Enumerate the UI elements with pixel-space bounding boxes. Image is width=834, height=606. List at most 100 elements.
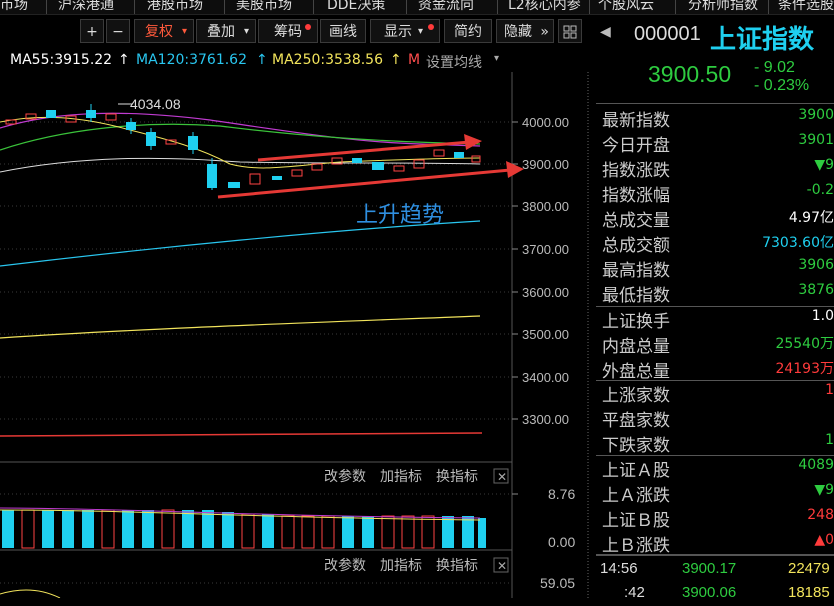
stat-value: ▲0 xyxy=(814,532,834,548)
notification-dot-icon xyxy=(428,24,434,30)
stock-name: 上证指数 xyxy=(710,25,815,55)
stat-row: 今日开盘 3901 xyxy=(602,131,834,156)
menu-item-market[interactable]: 市场 xyxy=(0,0,28,13)
stat-value: 1 xyxy=(825,432,834,448)
stat-value: 24193万 xyxy=(775,361,834,377)
menu-item-capital-flow[interactable]: 资金流向 xyxy=(418,0,474,13)
menu-separator xyxy=(46,0,47,14)
panel-collapse-icon[interactable]: ◀ xyxy=(600,24,611,40)
sub1-close-button[interactable] xyxy=(493,468,509,484)
stat-label: 上涨家数 xyxy=(602,386,670,406)
high-annotation-label: 4034.08 xyxy=(130,96,181,112)
price-change: - 9.02 xyxy=(754,59,795,76)
sub2-jiazhibiao-button[interactable]: 加指标 xyxy=(380,558,422,574)
grid-icon xyxy=(563,25,577,39)
chouma-button[interactable]: 筹码 xyxy=(258,19,318,43)
notification-dot-icon xyxy=(305,24,311,30)
diejia-label: 叠加 xyxy=(207,24,235,40)
price-ticks xyxy=(512,121,518,420)
stat-row: 最新指数 3900 xyxy=(602,106,834,131)
sub1-huanzhibiao-button[interactable]: 换指标 xyxy=(436,468,478,485)
menu-separator xyxy=(675,0,676,14)
stat-label: 指数涨跌 xyxy=(602,161,670,181)
sub2-gaicanshu-button[interactable]: 改参数 xyxy=(324,557,366,574)
divider xyxy=(596,455,834,456)
price-grid xyxy=(0,121,512,420)
diejia-button[interactable]: 叠加 ▾ xyxy=(196,19,256,43)
stat-row: 最低指数 3876 xyxy=(602,281,834,306)
menu-separator xyxy=(224,0,225,14)
stat-row: 上证换手 1.0 xyxy=(602,307,834,332)
sub1-gaicanshu-button[interactable]: 改参数 xyxy=(324,468,366,485)
stat-label: 上证换手 xyxy=(602,312,670,332)
stat-value: 3906 xyxy=(798,257,834,273)
stat-row: 内盘总量 25540万 xyxy=(602,332,834,357)
menu-item-hk-market[interactable]: 港股市场 xyxy=(147,0,203,13)
stat-value: 1 xyxy=(825,382,834,398)
stat-label: 指数涨幅 xyxy=(602,186,670,206)
menu-item-us-market[interactable]: 美股市场 xyxy=(236,0,292,13)
ma-m-label: M xyxy=(408,52,421,68)
menu-separator xyxy=(134,0,135,14)
zoom-in-button[interactable]: + xyxy=(80,19,104,43)
ma250-arrow-icon: ↑ xyxy=(390,52,402,68)
stat-row: 最高指数 3906 xyxy=(602,256,834,281)
menu-item-l2[interactable]: L2核心内参 xyxy=(508,0,581,13)
menu-item-stock-news[interactable]: 个股风云 xyxy=(598,0,654,13)
stat-row: 指数涨幅 -0.2 xyxy=(602,181,834,206)
stat-label: 总成交额 xyxy=(602,236,670,256)
price-label-3700: 3700.00 xyxy=(522,242,569,257)
menu-item-hk-connect[interactable]: 沪深港通 xyxy=(58,0,114,13)
close-icon: ✕ xyxy=(497,470,507,484)
arrowhead-icon xyxy=(506,161,524,178)
volume-ma2-line xyxy=(0,509,481,521)
stat-label: 最高指数 xyxy=(602,261,670,281)
stat-label: 外盘总量 xyxy=(602,362,670,382)
price-label-3600: 3600.00 xyxy=(522,285,569,300)
sub2-huanzhibiao-button[interactable]: 换指标 xyxy=(436,557,478,574)
huaxian-button[interactable]: 画线 xyxy=(320,19,366,43)
stock-code: 000001 xyxy=(634,23,701,45)
menu-item-analyst-index[interactable]: 分析师指数 xyxy=(688,0,758,13)
trend-arrow-lower xyxy=(217,168,511,199)
stat-row: 平盘家数 xyxy=(602,406,834,431)
menu-item-dde[interactable]: DDE决策 xyxy=(327,0,386,13)
stat-label: 上证Ａ股 xyxy=(602,461,670,481)
volume-ma-line xyxy=(0,507,481,519)
stat-value: -0.2 xyxy=(806,182,834,198)
stat-label: 最低指数 xyxy=(602,286,670,306)
jianyue-button[interactable]: 简约 xyxy=(444,19,492,43)
ma-settings-button[interactable]: 设置均线 xyxy=(426,55,482,71)
sub1-bottom-label: 0.00 xyxy=(548,534,575,550)
indicator-line xyxy=(0,589,61,598)
sub1-jiazhibiao-button[interactable]: 加指标 xyxy=(380,469,422,485)
ma120-label: MA120:3761.62 xyxy=(136,52,247,68)
grid-layout-button[interactable] xyxy=(558,19,582,43)
stat-row: 上Ｂ涨跌 ▲0 xyxy=(602,531,834,556)
kline-chart[interactable]: 4000.00 3900.00 3800.00 3700.00 3600.00 … xyxy=(0,72,590,598)
stat-value: 25540万 xyxy=(775,336,834,352)
menu-item-stock-screener[interactable]: 条件选股 xyxy=(778,0,834,13)
zoom-out-button[interactable]: − xyxy=(106,19,130,43)
tick-row: :42 3900.06 18185 xyxy=(596,582,834,606)
yincang-button[interactable]: 隐藏 » xyxy=(496,19,554,43)
xianshi-button[interactable]: 显示 ▾ xyxy=(370,19,440,43)
menu-separator xyxy=(589,0,590,14)
stat-label: 总成交量 xyxy=(602,211,670,231)
fuquan-button[interactable]: 复权 ▾ xyxy=(134,19,194,43)
ma55-arrow-icon: ↑ xyxy=(118,52,130,68)
chouma-label: 筹码 xyxy=(274,24,302,40)
ma55-label: MA55:3915.22 xyxy=(10,52,113,68)
menu-separator xyxy=(406,0,407,14)
stat-row: 上Ａ涨跌 ▼9 xyxy=(602,481,834,506)
ma55-line xyxy=(0,157,481,173)
stat-label: 今日开盘 xyxy=(602,136,670,156)
quote-header: ◀ 000001 上证指数 xyxy=(596,17,834,59)
stat-value: 7303.60亿 xyxy=(762,235,834,251)
stat-value: 3901 xyxy=(798,132,834,148)
stat-row: 总成交额 7303.60亿 xyxy=(602,231,834,256)
price-label-3300: 3300.00 xyxy=(522,412,569,427)
dropdown-arrow-icon: ▾ xyxy=(417,26,423,37)
sub2-close-button[interactable] xyxy=(493,557,509,573)
divider xyxy=(596,554,834,556)
